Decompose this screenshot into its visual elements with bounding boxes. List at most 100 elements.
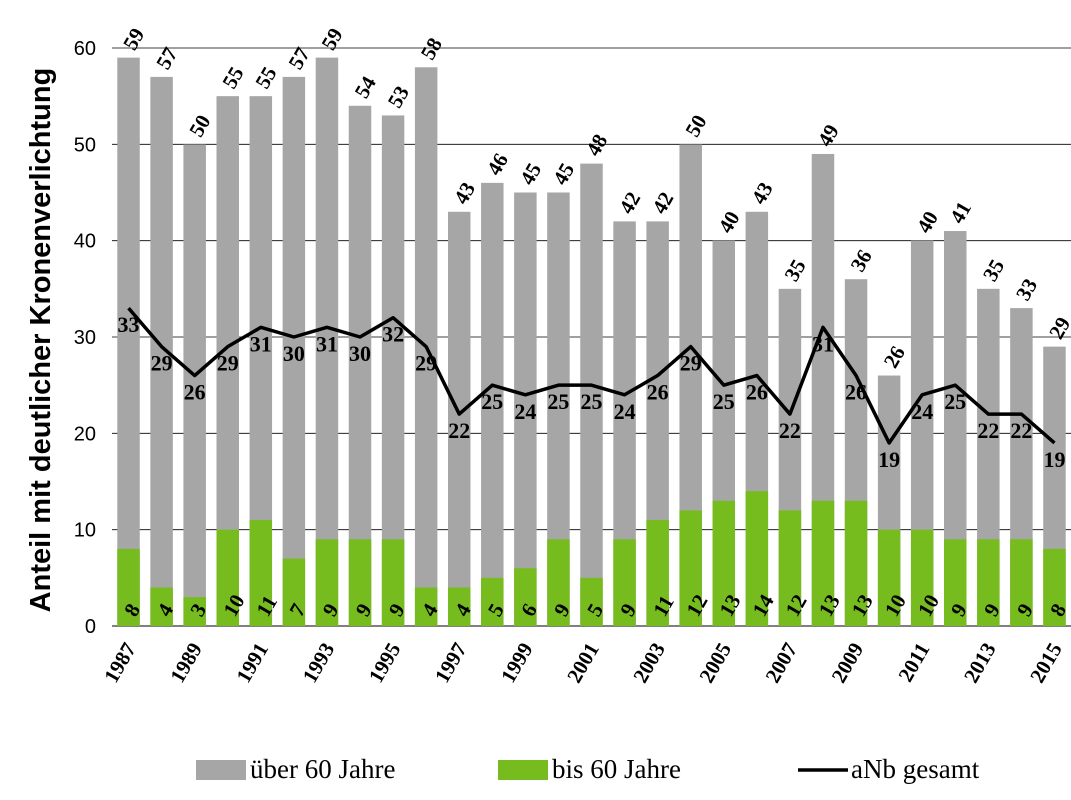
data-label-over-60: 35 — [779, 255, 810, 285]
bar-under-60 — [216, 529, 239, 626]
data-label-anb-gesamt: 26 — [845, 380, 867, 405]
data-label-over-60: 49 — [813, 120, 844, 150]
series-anb-line — [127, 306, 1056, 445]
y-axis: 0 10 20 30 40 50 60 — [74, 38, 96, 638]
bar-under-60 — [381, 539, 405, 626]
data-label-over-60: 40 — [713, 207, 744, 237]
bar-under-60 — [778, 510, 802, 626]
data-label-anb-gesamt: 24 — [514, 399, 536, 424]
data-label-over-60: 55 — [250, 62, 281, 92]
data-label-anb-gesamt: 29 — [151, 351, 173, 376]
bar-over-60 — [249, 96, 273, 626]
bar-under-60 — [811, 500, 835, 626]
data-label-anb-gesamt: 26 — [647, 380, 669, 405]
y-tick-label: 40 — [74, 231, 96, 253]
bar-over-60 — [117, 57, 140, 626]
bar-under-60 — [249, 520, 273, 626]
bar-over-60 — [481, 182, 504, 626]
data-label-anb-gesamt: 29 — [217, 351, 239, 376]
x-tick-label: 2015 — [1025, 639, 1067, 687]
bar-over-60 — [910, 240, 934, 626]
y-tick-label: 20 — [74, 423, 96, 445]
x-tick-label: 1999 — [496, 639, 538, 687]
bar-over-60 — [580, 163, 603, 626]
bar-under-60 — [150, 587, 173, 626]
data-label-anb-gesamt: 30 — [283, 341, 305, 366]
data-label-anb-gesamt: 22 — [1010, 418, 1032, 443]
data-label-anb-gesamt: 22 — [779, 418, 801, 443]
data-label-over-60: 46 — [482, 149, 513, 179]
x-tick-label: 2007 — [760, 639, 802, 687]
data-label-over-60: 42 — [614, 188, 645, 218]
data-label-anb-gesamt: 25 — [481, 389, 503, 414]
bar-under-60 — [712, 500, 736, 626]
bar-over-60 — [514, 192, 537, 626]
bar-under-60 — [414, 587, 438, 626]
data-label-anb-gesamt: 24 — [614, 399, 636, 424]
bar-under-60 — [183, 597, 206, 626]
bar-under-60 — [348, 539, 372, 626]
bar-under-60 — [646, 520, 669, 626]
data-label-over-60: 43 — [449, 178, 480, 208]
data-label-anb-gesamt: 31 — [316, 331, 338, 356]
data-label-anb-gesamt: 30 — [349, 341, 371, 366]
data-label-over-60: 42 — [647, 188, 678, 218]
x-tick-label: 1987 — [99, 639, 141, 687]
bar-under-60 — [1010, 539, 1033, 626]
bar-under-60 — [117, 548, 140, 626]
x-tick-label: 2011 — [893, 639, 934, 686]
legend-label-anb-gesamt: aNb gesamt — [851, 754, 980, 784]
bar-under-60 — [745, 491, 769, 626]
bar-under-60 — [844, 500, 868, 626]
bar-under-60 — [877, 529, 901, 626]
data-label-anb-gesamt: 19 — [1043, 447, 1065, 472]
data-label-anb-gesamt: 25 — [581, 389, 603, 414]
bar-under-60 — [977, 539, 1000, 626]
series-over-60-bars — [117, 57, 1066, 627]
bar-under-60 — [547, 539, 570, 626]
data-label-over-60: 26 — [879, 342, 910, 372]
data-label-over-60: 36 — [846, 246, 877, 276]
x-axis: 1987 1989 1991 1993 1995 1997 1999 2001 2003 2005… — [99, 639, 1067, 687]
bar-under-60 — [679, 510, 702, 626]
data-label-anb-gesamt: 32 — [382, 322, 404, 347]
data-label-over-60: 59 — [316, 24, 347, 54]
y-tick-label: 0 — [85, 616, 96, 638]
bar-under-60 — [1043, 548, 1066, 626]
data-label-over-60: 54 — [350, 72, 382, 103]
data-label-anb-gesamt: 25 — [713, 389, 735, 414]
x-tick-label: 1995 — [364, 639, 406, 687]
y-tick-label: 30 — [74, 327, 96, 349]
bar-over-60 — [944, 231, 967, 627]
bar-under-60 — [580, 577, 603, 626]
legend-swatch-under-60 — [498, 760, 548, 780]
bar-over-60 — [381, 115, 405, 626]
data-label-over-60: 50 — [680, 111, 711, 141]
data-label-anb-gesamt: 33 — [118, 312, 140, 337]
x-tick-label: 2001 — [562, 639, 604, 687]
bar-under-60 — [315, 539, 339, 626]
bar-over-60 — [679, 144, 702, 627]
bar-over-60 — [183, 144, 206, 627]
data-label-over-60: 48 — [581, 130, 612, 160]
data-label-over-60: 45 — [515, 159, 546, 189]
bar-under-60 — [447, 587, 471, 626]
legend-label-under-60: bis 60 Jahre — [552, 754, 681, 784]
bar-over-60 — [216, 96, 239, 626]
bar-over-60 — [348, 105, 372, 627]
data-label-over-60: 50 — [184, 111, 215, 141]
bar-over-60 — [315, 57, 339, 626]
data-label-over-60: 29 — [1044, 313, 1071, 343]
data-label-anb-gesamt: 22 — [977, 418, 999, 443]
legend-swatch-over-60 — [196, 760, 246, 780]
data-label-over-60: 45 — [548, 159, 579, 189]
x-tick-label: 2013 — [959, 639, 1001, 687]
y-tick-label: 60 — [74, 38, 96, 60]
bar-under-60 — [282, 558, 306, 626]
legend: über 60 Jahre bis 60 Jahre aNb gesamt — [196, 754, 980, 784]
x-tick-label: 1993 — [297, 639, 339, 687]
x-tick-label: 2005 — [694, 639, 736, 687]
y-axis-label: Anteil mit deutlicher Kronenverlichtung — [25, 68, 57, 613]
